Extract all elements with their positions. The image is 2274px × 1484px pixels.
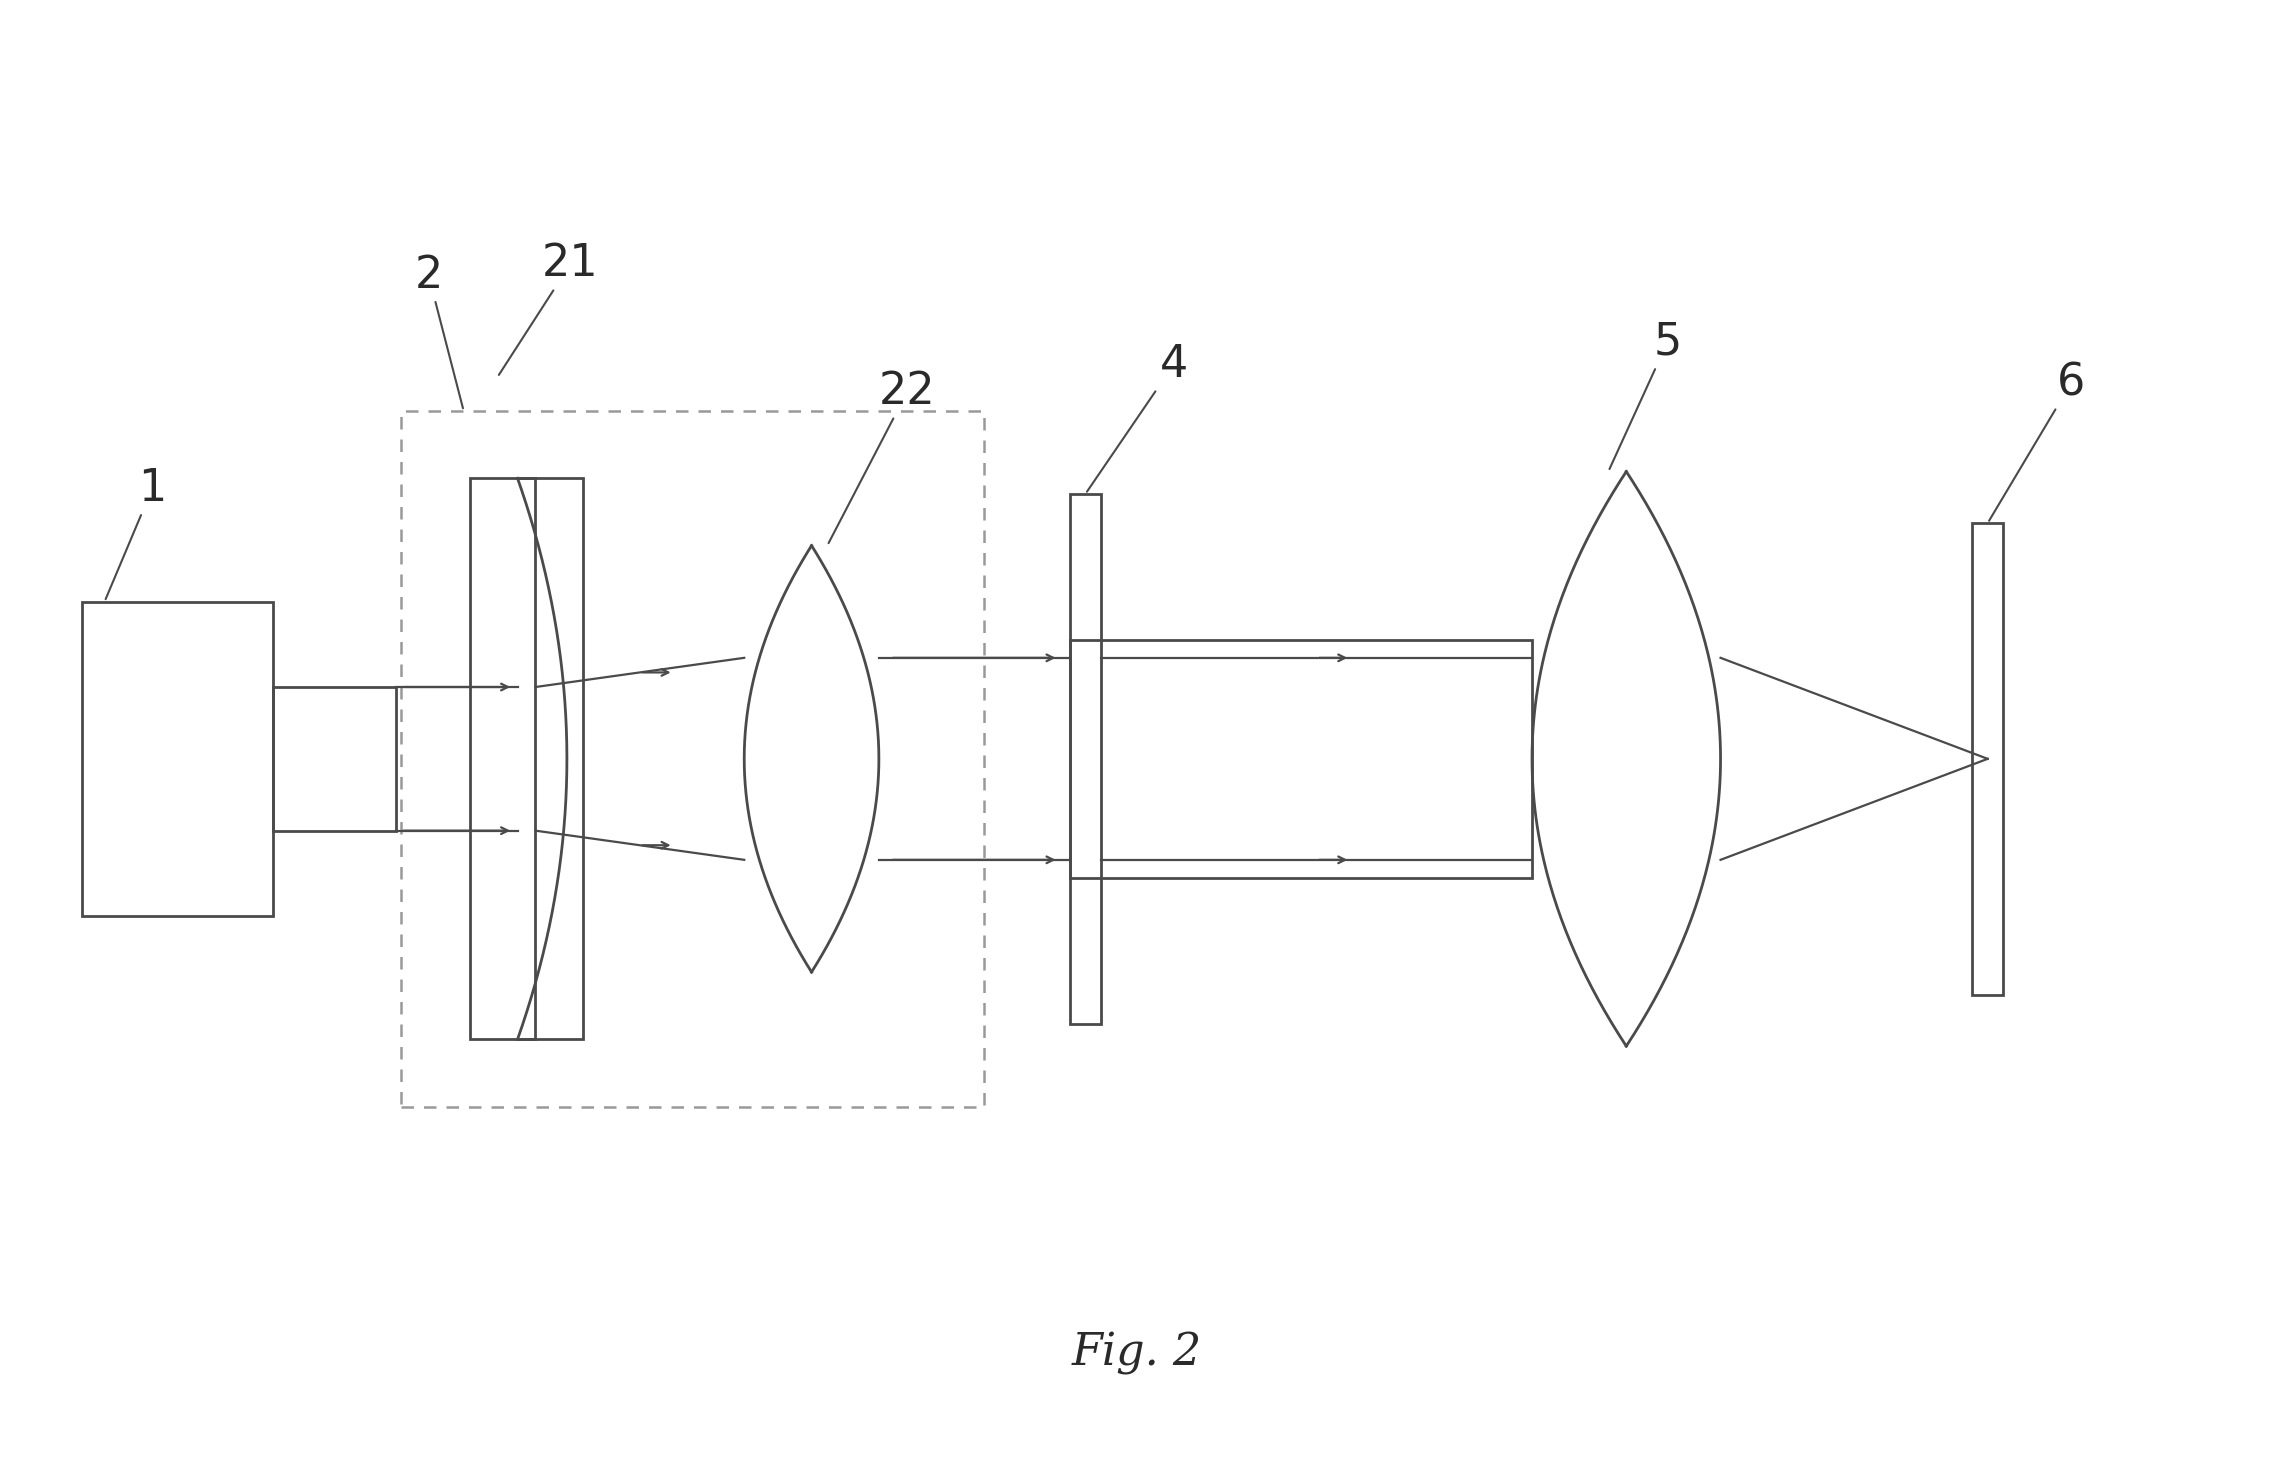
Bar [471, 478, 582, 1039]
Text: 22: 22 [828, 370, 935, 543]
Bar [1972, 524, 2003, 994]
Bar [1069, 494, 1101, 1024]
Bar [82, 601, 273, 916]
Text: 1: 1 [105, 467, 166, 600]
Text: Fig. 2: Fig. 2 [1071, 1333, 1203, 1376]
Text: 6: 6 [1990, 361, 2085, 521]
Bar [400, 411, 985, 1107]
Bar [273, 687, 396, 831]
Text: 21: 21 [498, 242, 598, 375]
Text: 2: 2 [414, 254, 464, 408]
Text: 4: 4 [1087, 343, 1187, 491]
Bar [1069, 640, 1533, 879]
Text: 5: 5 [1610, 321, 1680, 469]
